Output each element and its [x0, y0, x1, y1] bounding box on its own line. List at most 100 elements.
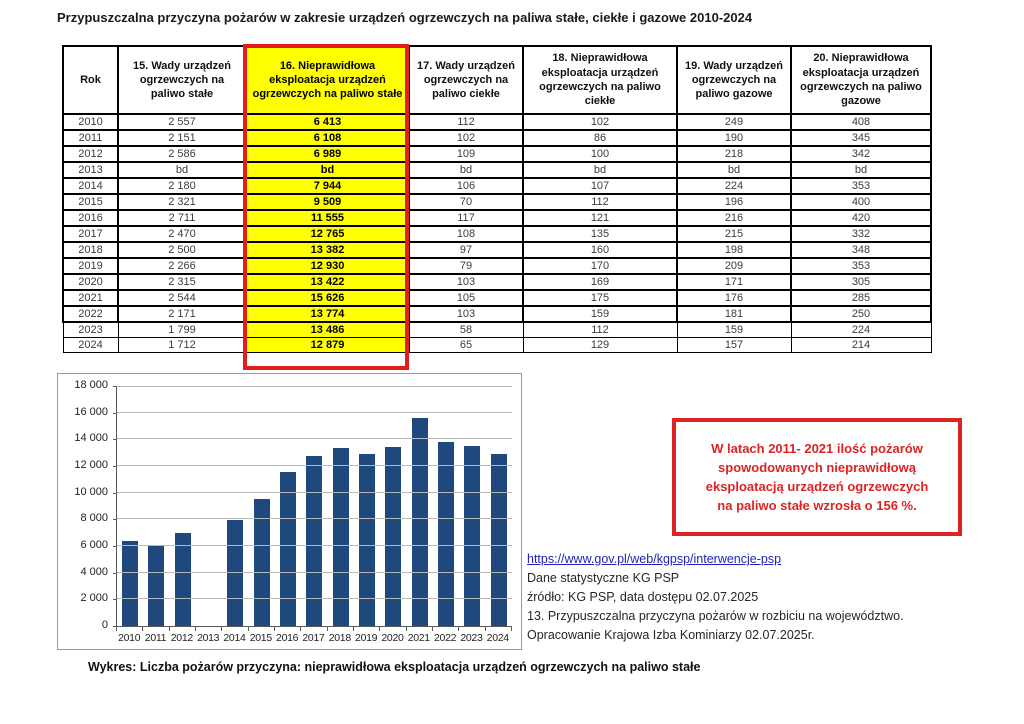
table-row: 2022 2 171 13 774 103 159 181 250 [62, 305, 932, 323]
y-axis-tick-label: 10 000 [74, 485, 108, 498]
column-header-col17: 17. Wady urządzeń ogrzewczych na paliwo … [408, 45, 524, 115]
x-axis-tick [432, 627, 433, 631]
highlighted-cell: 11 555 [245, 209, 410, 227]
table-cell: 109 [408, 145, 524, 163]
x-axis-tick-label: 2020 [381, 632, 404, 644]
source-line: 13. Przypuszczalna przyczyna pożarów w r… [527, 609, 904, 623]
table-cell: 408 [790, 113, 932, 131]
table-cell: 102 [408, 129, 524, 147]
table-cell: 160 [522, 241, 678, 259]
y-axis-tick [113, 572, 117, 574]
bar-slot [328, 386, 354, 626]
table-cell: 249 [676, 113, 792, 131]
table-cell: 2018 [62, 241, 119, 259]
x-axis-tick-label: 2012 [170, 632, 193, 644]
table-row: 2023 1 799 13 486 58 112 159 224 [62, 321, 932, 338]
y-axis-tick [113, 599, 117, 601]
bar-2014 [227, 520, 244, 626]
annotation-line: spowodowanych nieprawidłową [718, 460, 916, 475]
source-link[interactable]: https://www.gov.pl/web/kgpsp/interwencje… [527, 552, 782, 566]
bar-slot [354, 386, 380, 626]
highlighted-cell: 6 413 [245, 113, 410, 131]
table-cell: 157 [676, 337, 792, 353]
x-axis-tick [405, 627, 407, 631]
bar-2023 [464, 446, 481, 626]
gridline [117, 491, 512, 493]
y-axis-tick [113, 492, 117, 494]
y-axis-tick-label: 12 000 [74, 459, 108, 471]
table-cell: 2 151 [117, 129, 247, 147]
table-cell: 332 [790, 225, 932, 243]
column-header-rok: Rok [62, 45, 119, 115]
table-cell: 190 [676, 129, 792, 147]
table-cell: 353 [790, 257, 932, 275]
table-cell: 2022 [62, 305, 119, 323]
table-cell: 103 [408, 305, 524, 323]
highlighted-cell: bd [245, 161, 410, 179]
x-axis-tick [379, 627, 381, 631]
table-cell: 112 [522, 321, 678, 338]
y-axis-tick-label: 18 000 [74, 379, 108, 391]
table-cell: 420 [790, 209, 932, 227]
table-row: 2019 2 266 12 930 79 170 209 353 [62, 257, 932, 275]
bar-slot [301, 386, 327, 626]
annotation-line: eksploatacją urządzeń ogrzewczych [705, 479, 929, 494]
table-cell: 58 [408, 321, 524, 338]
annotation-line: na paliwo stałe wzrosła o 156 %. [717, 498, 917, 513]
highlighted-cell: 13 382 [245, 241, 410, 259]
bar-slot [433, 386, 459, 626]
highlighted-cell: 6 108 [245, 129, 410, 147]
table-cell: 86 [522, 129, 678, 147]
table-cell: 2017 [62, 225, 119, 243]
bar-2022 [438, 442, 455, 626]
table-cell: 285 [790, 289, 932, 307]
chart-plot-area [116, 386, 512, 627]
bar-slot [117, 386, 143, 626]
table-cell: 176 [676, 289, 792, 307]
y-axis-tick-label: 14 000 [74, 432, 108, 445]
table-cell: 170 [522, 257, 678, 275]
table-cell: 2012 [62, 145, 119, 163]
table-row: 2020 2 315 13 422 103 169 171 305 [62, 273, 932, 291]
table-cell: 2024 [62, 337, 119, 353]
x-axis-tick [300, 627, 302, 631]
table-cell: 2 470 [117, 225, 247, 243]
bar-2011 [148, 544, 165, 626]
table-cell: 1 712 [117, 337, 247, 353]
bar-2012 [174, 532, 191, 626]
gridline [117, 598, 512, 600]
chart-caption: Wykres: Liczba pożarów przyczyna: niepra… [88, 660, 701, 674]
bar-slot [249, 386, 275, 626]
table-cell: 105 [408, 289, 524, 307]
table-cell: 2014 [62, 177, 119, 195]
table-cell: 135 [522, 225, 678, 243]
x-axis-tick-label: 2014 [223, 632, 246, 644]
page-title: Przypuszczalna przyczyna pożarów w zakre… [57, 10, 753, 25]
highlighted-cell: 12 930 [245, 257, 410, 275]
table-cell: 250 [790, 305, 932, 323]
table-row: 2012 2 586 6 989 109 100 218 342 [62, 145, 932, 163]
x-axis-tick [353, 627, 354, 631]
table-cell: 100 [522, 145, 678, 163]
bar-slot [196, 386, 222, 626]
x-axis-tick [484, 627, 486, 631]
column-header-col18: 18. Nieprawidłowa eksploatacja urządzeń … [522, 45, 678, 115]
x-axis-tick [326, 627, 328, 631]
bar-slot [407, 386, 433, 626]
table-row: 2017 2 470 12 765 108 135 215 332 [62, 225, 932, 243]
table-row: 2014 2 180 7 944 106 107 224 353 [62, 177, 932, 195]
table-cell: 215 [676, 225, 792, 243]
x-axis-tick-label: 2016 [276, 632, 299, 644]
table-cell: 97 [408, 241, 524, 259]
table-cell: 112 [408, 113, 524, 131]
annotation-box: W latach 2011- 2021 ilość pożarów spowod… [672, 418, 962, 536]
table-cell: 79 [408, 257, 524, 275]
table-cell: bd [676, 161, 792, 179]
bar-2010 [122, 540, 139, 626]
table-cell: 2010 [62, 113, 119, 131]
source-line: źródło: KG PSP, data dostępu 02.07.2025 [527, 590, 759, 604]
table-cell: 214 [790, 337, 932, 353]
y-axis-tick-label: 6 000 [80, 539, 108, 551]
x-axis-tick [116, 627, 117, 631]
highlighted-cell: 12 765 [245, 225, 410, 243]
